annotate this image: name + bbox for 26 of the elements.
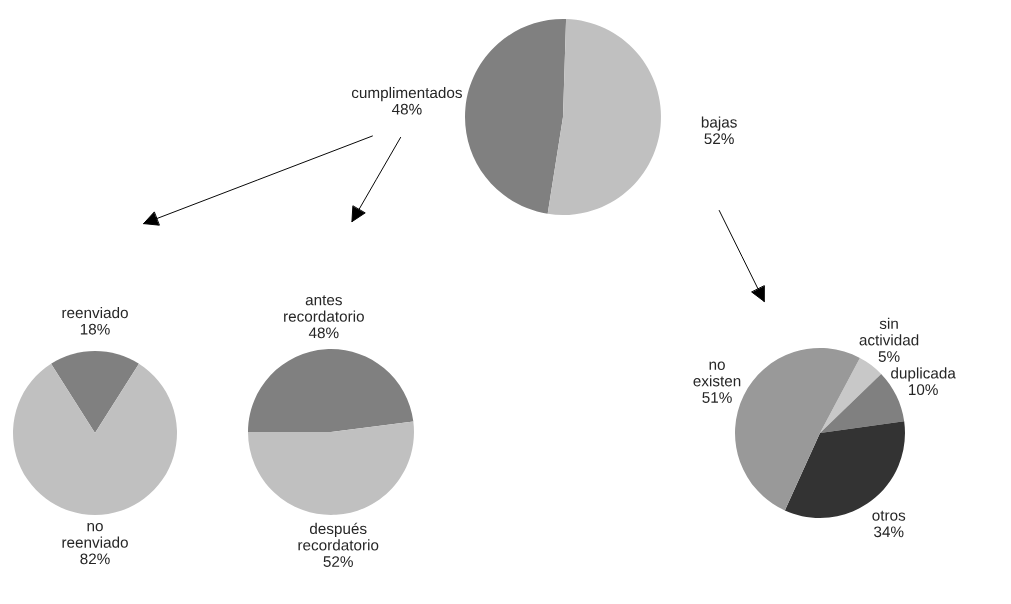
slice-label: duplicada [891, 367, 956, 382]
data-label: 10% [909, 384, 938, 396]
data-label: 82% [80, 553, 110, 565]
data-label: 34% [874, 526, 904, 538]
slice-label: reenviado [62, 306, 128, 319]
data-label: 48% [391, 103, 422, 115]
pie-slice [248, 421, 414, 515]
data-label: 52% [323, 556, 353, 567]
pie-slice [51, 351, 139, 433]
pie-slice [547, 19, 661, 215]
slice-label: no reenviado [62, 522, 128, 548]
data-label: 48% [308, 327, 339, 339]
data-label: 5% [878, 351, 900, 362]
pie-slice [13, 363, 177, 515]
data-label: 18% [80, 323, 110, 335]
slice-label: sin actividad [859, 317, 919, 346]
slice-label: bajas [701, 116, 737, 131]
pie-slice [248, 349, 414, 432]
slice-label: otros [872, 510, 906, 521]
slice-label: antes recordatorio [284, 295, 364, 322]
slice-label: cumplimentados [351, 86, 462, 102]
data-label: 52% [704, 133, 734, 145]
slice-label: después recordatorio [298, 522, 379, 551]
data-label: 51% [702, 392, 732, 403]
pie-slice [465, 19, 567, 214]
slice-label: no existen [693, 361, 741, 387]
